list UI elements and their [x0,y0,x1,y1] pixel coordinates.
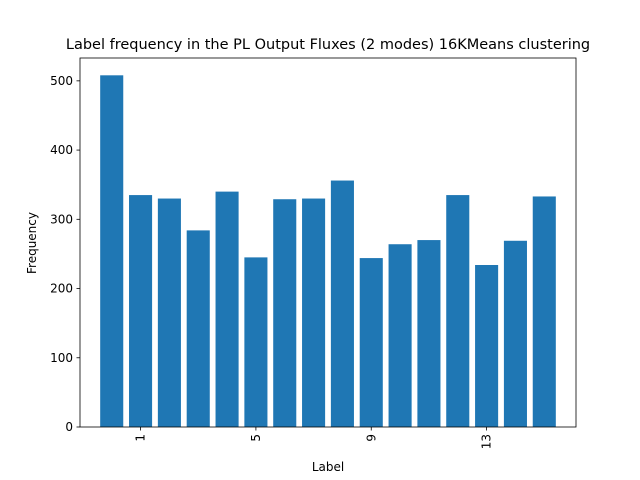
bar-label-2 [157,198,181,427]
bar-label-4 [215,191,239,427]
bar-label-8 [330,180,354,427]
y-tick-label: 500 [50,74,73,88]
bar-label-9 [359,258,383,427]
bar-label-14 [503,240,527,427]
y-tick-label: 0 [65,420,73,434]
y-axis-ticks: 0 100 200 300 400 500 [50,74,80,434]
y-tick-label: 400 [50,143,73,157]
bar-label-11 [417,240,441,427]
bar-label-5 [244,257,268,427]
bar-label-6 [273,199,297,427]
plot-frame [79,57,577,428]
x-tick-label: 13 [480,434,494,449]
bar-label-0 [100,75,124,428]
bar-label-15 [532,196,556,427]
bar-label-12 [446,195,470,427]
x-tick-label: 5 [249,434,263,442]
x-axis-label: Label [312,460,344,474]
x-axis-ticks: 1 5 9 13 [134,427,494,449]
x-tick-label: 1 [134,434,148,442]
bar-label-7 [302,198,326,427]
chart-title: Label frequency in the PL Output Fluxes … [66,37,590,53]
bar-label-13 [475,265,499,427]
bar-label-1 [129,195,153,427]
x-tick-label: 9 [364,434,378,442]
bars-group [100,75,556,428]
y-tick-label: 100 [50,351,73,365]
y-tick-label: 200 [50,282,73,296]
y-axis-label: Frequency [25,212,39,274]
y-tick-label: 300 [50,212,73,226]
bar-label-3 [186,230,210,427]
bar-label-10 [388,244,412,427]
